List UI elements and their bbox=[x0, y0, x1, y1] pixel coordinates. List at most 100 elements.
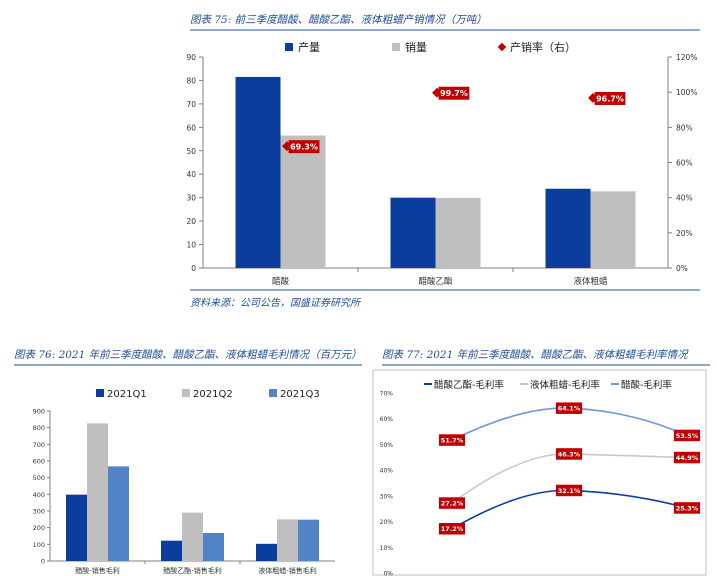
fig77-y-tick-label: 40% bbox=[380, 468, 394, 475]
fig75-y-tick-label: 10 bbox=[186, 241, 196, 250]
fig77-y-tick-label: 70% bbox=[380, 391, 394, 398]
fig76-y-tick-label: 100 bbox=[33, 541, 45, 549]
figure-76-title: 图表 76: 2021 年前三季度醋酸、醋酸乙酯、液体粗蜡毛利情况（百万元） bbox=[14, 349, 362, 361]
fig77-y-tick-label: 50% bbox=[380, 442, 394, 449]
fig77-data-label: 53.5% bbox=[676, 432, 699, 440]
fig75-y2-tick-label: 20% bbox=[676, 229, 693, 238]
fig77-data-label-bg bbox=[438, 497, 466, 509]
fig76-bar-2021Q3 bbox=[298, 519, 319, 561]
fig77-data-label: 64.1% bbox=[558, 405, 581, 413]
fig75-rate-label-bg bbox=[438, 86, 470, 100]
fig76-bar-2021Q2 bbox=[87, 423, 108, 561]
figure-75-source: 资料来源：公司公告，国盛证券研究所 bbox=[190, 298, 360, 309]
fig76-y-tick-label: 900 bbox=[33, 408, 45, 416]
fig77-data-label-bg bbox=[438, 434, 466, 446]
fig75-bar-output bbox=[390, 197, 436, 268]
fig76-legend-swatch bbox=[269, 389, 277, 397]
fig76-legend-label: 2021Q1 bbox=[107, 389, 147, 400]
fig75-y2-tick-label: 120% bbox=[676, 53, 697, 62]
fig76-legend-swatch bbox=[182, 389, 190, 397]
fig75-y-tick-label: 40 bbox=[186, 170, 196, 179]
fig76-legend-swatch bbox=[96, 389, 104, 397]
fig76-bar-2021Q3 bbox=[108, 466, 129, 561]
figure-77-title: 图表 77: 2021 年前三季度醋酸、醋酸乙酯、液体粗蜡毛利率情况 bbox=[382, 349, 688, 361]
fig76-y-tick-label: 500 bbox=[33, 474, 45, 482]
fig75-bar-sales bbox=[435, 197, 481, 268]
fig76-bar-2021Q2 bbox=[182, 512, 203, 561]
fig76-bar-2021Q1 bbox=[256, 543, 277, 561]
fig75-legend-sales-swatch bbox=[392, 43, 400, 51]
fig75-legend-output: 产量 bbox=[298, 40, 320, 54]
fig76-bar-2021Q1 bbox=[161, 540, 182, 561]
fig77-data-label: 44.9% bbox=[676, 454, 699, 462]
fig75-legend-rate: 产销率（右） bbox=[510, 40, 576, 54]
fig75-category-label: 液体粗蜡 bbox=[573, 276, 608, 287]
figure-77-border bbox=[372, 369, 707, 576]
fig75-rate-label: 99.7% bbox=[440, 89, 468, 98]
fig75-rate-label: 69.3% bbox=[290, 143, 318, 152]
fig77-legend-label: 醋酸乙酯-毛利率 bbox=[434, 379, 504, 391]
fig75-y-tick-label: 20 bbox=[186, 217, 196, 226]
fig75-category-label: 醋酸乙酯 bbox=[418, 276, 453, 287]
fig77-data-label: 46.3% bbox=[558, 450, 581, 458]
figure-75-title: 图表 75: 前三季度醋酸、醋酸乙酯、液体粗蜡产销情况（万吨） bbox=[190, 14, 487, 26]
fig76-bar-2021Q1 bbox=[66, 494, 87, 561]
fig77-data-label-bg bbox=[673, 502, 701, 514]
fig77-data-label-bg bbox=[673, 451, 701, 464]
fig77-data-label-bg bbox=[555, 448, 583, 460]
fig77-data-label-bg bbox=[673, 429, 701, 442]
fig76-bar-2021Q3 bbox=[203, 533, 224, 561]
fig75-y-tick-label: 90 bbox=[186, 53, 196, 62]
chart-layer: 0 10 20 30 40 50 60 70 80 90 0% 20% 40% 60% 80% 100% 120… bbox=[33, 40, 701, 576]
fig77-data-label: 25.3% bbox=[676, 504, 699, 512]
fig75-rate-label-bg bbox=[594, 91, 626, 105]
fig77-data-label: 51.7% bbox=[441, 436, 464, 444]
fig75-legend-rate-marker bbox=[497, 42, 507, 52]
fig75-category-label: 醋酸 bbox=[272, 276, 290, 287]
fig76-y-tick-label: 0 bbox=[41, 558, 45, 566]
fig76-y-tick-label: 700 bbox=[33, 441, 45, 449]
fig75-y2-tick-label: 0% bbox=[676, 264, 688, 273]
fig77-data-label-bg bbox=[438, 523, 466, 535]
fig77-data-label-bg bbox=[555, 484, 583, 497]
fig76-category-label: 液体粗蜡-销售毛利 bbox=[258, 566, 317, 575]
fig77-y-tick-label: 20% bbox=[380, 519, 394, 526]
fig75-y2-tick-label: 60% bbox=[676, 159, 693, 168]
fig76-y-tick-label: 800 bbox=[33, 424, 45, 432]
fig75-y-tick-label: 70 bbox=[186, 100, 196, 109]
fig75-y-tick-label: 60 bbox=[186, 123, 196, 132]
fig75-y-tick-label: 30 bbox=[186, 194, 196, 203]
fig76-y-tick-label: 200 bbox=[33, 524, 45, 532]
fig77-y-tick-label: 60% bbox=[380, 416, 394, 423]
fig76-y-tick-label: 300 bbox=[33, 508, 45, 516]
fig77-y-tick-label: 30% bbox=[380, 493, 394, 500]
fig75-y-tick-label: 50 bbox=[186, 147, 196, 156]
fig77-data-label: 27.2% bbox=[441, 499, 464, 507]
fig76-y-tick-label: 600 bbox=[33, 458, 45, 466]
fig76-bar-2021Q2 bbox=[277, 519, 298, 561]
fig76-category-label: 醋酸-销售毛利 bbox=[75, 566, 120, 575]
fig77-legend-label: 液体粗蜡-毛利率 bbox=[530, 379, 600, 391]
fig76-category-label: 醋酸乙酯-销售毛利 bbox=[163, 566, 222, 575]
fig77-legend-label: 醋酸-毛利率 bbox=[621, 379, 672, 391]
fig76-y-tick-label: 400 bbox=[33, 491, 45, 499]
fig77-data-label: 32.1% bbox=[558, 487, 581, 495]
fig77-y-tick-label: 10% bbox=[380, 545, 394, 552]
fig75-bar-sales bbox=[280, 135, 326, 268]
fig75-y2-tick-label: 80% bbox=[676, 123, 693, 132]
fig75-y-tick-label: 0 bbox=[191, 264, 196, 273]
fig77-data-label-bg bbox=[555, 402, 583, 414]
fig75-bar-sales bbox=[590, 191, 636, 268]
fig75-legend-output-swatch bbox=[285, 43, 293, 51]
fig75-legend-sales: 销量 bbox=[405, 40, 427, 54]
fig75-bar-output bbox=[545, 188, 591, 268]
fig75-bar-output bbox=[235, 76, 281, 268]
fig77-data-label: 17.2% bbox=[441, 525, 464, 533]
fig77-y-tick-label: 0% bbox=[383, 571, 393, 576]
fig76-legend-label: 2021Q2 bbox=[193, 389, 233, 400]
fig75-y2-tick-label: 100% bbox=[676, 88, 697, 97]
fig75-y-tick-label: 80 bbox=[186, 76, 196, 85]
fig75-y2-tick-label: 40% bbox=[676, 194, 693, 203]
fig75-rate-label-bg bbox=[288, 140, 320, 154]
